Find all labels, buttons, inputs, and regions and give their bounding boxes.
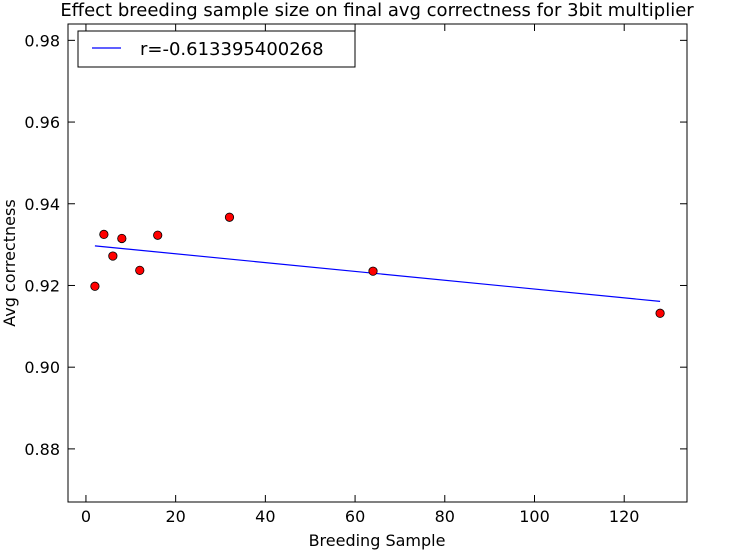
legend-label: r=-0.613395400268 xyxy=(140,39,324,60)
y-axis-label: Avg correctness xyxy=(0,199,19,326)
y-tick-label: 0.96 xyxy=(24,113,60,132)
data-point xyxy=(99,229,109,240)
y-tick-label: 0.90 xyxy=(24,358,60,377)
y-tick-label: 0.92 xyxy=(24,276,60,295)
x-tick-label: 0 xyxy=(81,507,91,526)
axis-ticks: 0 20 40 60 80 100 120 0.88 0.90 0.92 0.94 0.96 0.98 xyxy=(24,24,687,526)
data-point xyxy=(90,281,100,291)
x-tick-label: 20 xyxy=(165,507,185,526)
data-point xyxy=(108,251,118,261)
fit-line xyxy=(94,245,661,303)
y-tick-label: 0.94 xyxy=(24,195,60,214)
y-tick-label: 0.88 xyxy=(24,440,60,459)
data-point xyxy=(368,266,378,276)
legend-box xyxy=(77,30,356,68)
legend: r=-0.613395400268 xyxy=(77,30,356,68)
data-point xyxy=(117,233,127,244)
data-point xyxy=(135,265,145,275)
data-point xyxy=(153,230,163,240)
y-tick-label: 0.98 xyxy=(24,31,60,50)
x-tick-label: 60 xyxy=(345,507,365,526)
x-axis-label: Breeding Sample xyxy=(309,531,446,550)
data-point xyxy=(655,308,665,318)
fit-line-layer xyxy=(94,245,661,303)
x-tick-label: 80 xyxy=(435,507,455,526)
data-point xyxy=(224,212,235,222)
chart-title: Effect breeding sample size on final avg… xyxy=(60,0,694,21)
x-tick-label: 120 xyxy=(609,507,640,526)
x-tick-label: 40 xyxy=(255,507,275,526)
x-tick-label: 100 xyxy=(519,507,550,526)
points-layer xyxy=(90,212,665,318)
plot-area xyxy=(67,23,688,503)
